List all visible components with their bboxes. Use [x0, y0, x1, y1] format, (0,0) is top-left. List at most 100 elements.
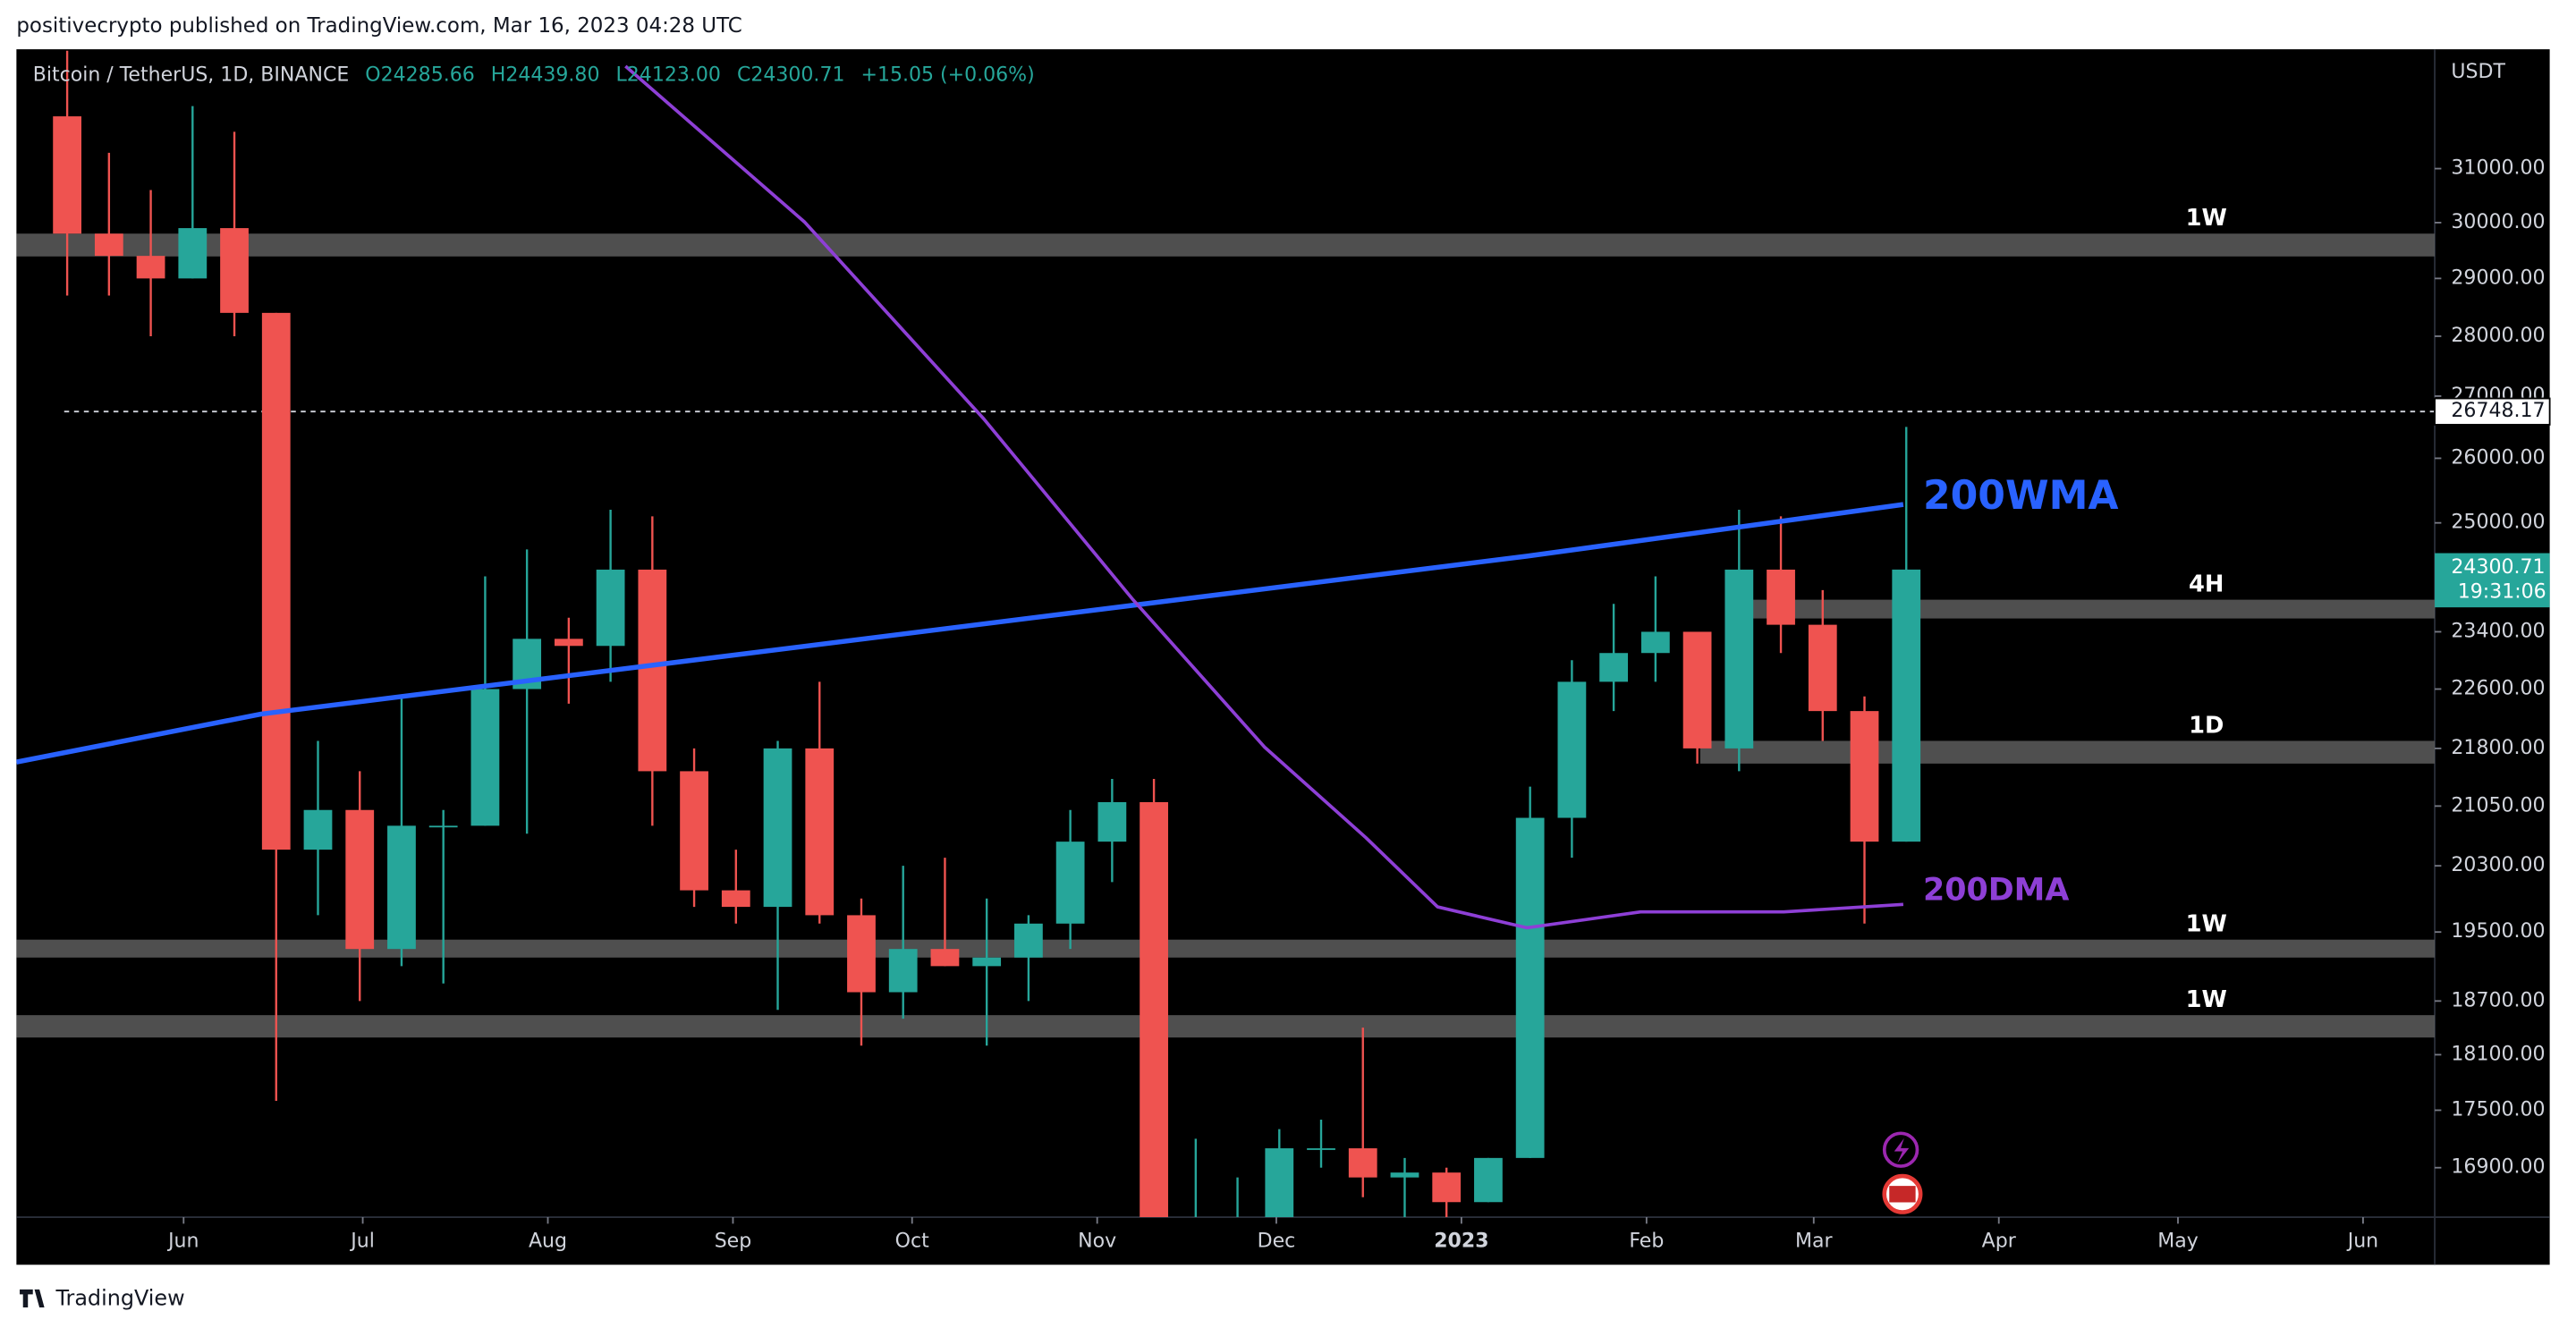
candle-body — [1223, 1217, 1252, 1218]
footer: TradingView — [55, 1285, 184, 1310]
candle-body — [972, 957, 1002, 967]
candle-body — [1808, 624, 1837, 712]
x-tick-label: Sep — [715, 1231, 752, 1253]
header: positivecrypto published on TradingView.… — [16, 14, 741, 38]
x-tick-label: Jul — [349, 1231, 375, 1253]
candle-body — [1390, 1172, 1419, 1178]
candle-body — [1055, 842, 1085, 924]
x-tick-label: Aug — [529, 1231, 567, 1253]
ohlc-low: L24123.00 — [616, 63, 721, 86]
x-tick-label: Jun — [166, 1231, 199, 1253]
candle-body — [428, 825, 458, 828]
candle-body — [178, 228, 208, 279]
candle-body — [303, 809, 333, 850]
candle-body — [220, 228, 249, 313]
candle-body — [1682, 631, 1712, 749]
symbol: Bitcoin / TetherUS, 1D, BINANCE — [33, 63, 350, 86]
x-tick-label: Apr — [1982, 1231, 2017, 1253]
candle-body — [763, 748, 792, 908]
candle-body — [1850, 711, 1879, 842]
y-tick-label: 31000.00 — [2451, 157, 2545, 180]
y-tick-label: 28000.00 — [2451, 325, 2545, 347]
y-tick-label: 19500.00 — [2451, 920, 2545, 943]
chart-bg — [16, 49, 2550, 1265]
zone — [16, 233, 2436, 257]
candle-body — [1474, 1157, 1503, 1203]
candle-body — [345, 809, 375, 950]
candle-body — [136, 256, 165, 279]
x-tick-label: Mar — [1795, 1231, 1834, 1253]
price-label-bg — [2434, 397, 2551, 426]
candle-body — [1557, 681, 1587, 818]
indicator-label: 200DMA — [1923, 873, 2069, 909]
candle-body — [554, 639, 583, 647]
candle-body — [680, 771, 708, 891]
candle-body — [387, 825, 416, 950]
y-tick-label: 17500.00 — [2451, 1098, 2545, 1121]
zone-label: 4H — [2189, 571, 2224, 598]
zone-label: 1D — [2189, 712, 2224, 739]
zone-label: 1W — [2186, 986, 2227, 1013]
candle-body — [1515, 817, 1545, 1158]
indicator-line — [624, 64, 1904, 930]
candle-body — [1599, 653, 1629, 682]
zone-label: 1W — [2186, 911, 2227, 938]
y-tick-label: 21800.00 — [2451, 737, 2545, 759]
candle-body — [470, 689, 500, 826]
price-label: 26748.17 — [2451, 400, 2545, 422]
ohlc-high: H24439.80 — [491, 63, 600, 86]
candle-body — [94, 233, 123, 257]
y-tick-label: 29000.00 — [2451, 266, 2545, 289]
zone — [1741, 599, 2436, 619]
x-tick-label: Jun — [2346, 1231, 2378, 1253]
y-tick-label: 20300.00 — [2451, 854, 2545, 876]
candle-body — [847, 915, 876, 993]
countdown: 19:31:06 — [2458, 581, 2546, 604]
zone-label: 1W — [2186, 205, 2227, 232]
candle-body — [1307, 1148, 1335, 1150]
zone — [16, 1015, 2436, 1038]
x-tick-label: May — [2157, 1231, 2199, 1253]
event-icon-bolt — [1894, 1138, 1910, 1163]
candle-body — [1140, 801, 1168, 1218]
y-tick-label: 30000.00 — [2451, 211, 2545, 233]
x-tick-label: 2023 — [1434, 1231, 1488, 1253]
candle-body — [1432, 1172, 1462, 1203]
y-tick-label: 22600.00 — [2451, 678, 2545, 700]
candle-body — [1348, 1148, 1377, 1178]
y-tick-label: 16900.00 — [2451, 1156, 2545, 1179]
candle-body — [1265, 1148, 1294, 1218]
axis-unit: USDT — [2451, 61, 2505, 83]
candle-body — [930, 949, 960, 967]
candle-body — [261, 312, 291, 850]
candle-body — [1724, 569, 1754, 749]
candle-body — [1767, 569, 1795, 625]
y-tick-label: 26000.00 — [2451, 446, 2545, 469]
x-tick-label: Feb — [1629, 1231, 1664, 1253]
ohlc-change: +15.05 (+0.06%) — [861, 63, 1035, 86]
x-tick-label: Dec — [1258, 1231, 1296, 1253]
candle-body — [888, 949, 918, 993]
candle-body — [1640, 631, 1670, 654]
ohlc-close: C24300.71 — [737, 63, 845, 86]
candle-body — [638, 569, 667, 772]
x-tick-label: Nov — [1078, 1231, 1116, 1253]
y-tick-label: 25000.00 — [2451, 512, 2545, 534]
candle-body — [596, 569, 625, 647]
flag-icon — [1889, 1186, 1916, 1203]
event-icon[interactable] — [1882, 1131, 1919, 1168]
candle-body — [1097, 801, 1127, 842]
y-tick-label: 23400.00 — [2451, 620, 2545, 642]
zone — [16, 939, 2436, 958]
candle-body — [53, 116, 81, 234]
indicator-line — [16, 502, 1904, 765]
y-tick-label: 21050.00 — [2451, 794, 2545, 816]
zone — [1699, 740, 2436, 764]
last-price: 24300.71 — [2451, 556, 2545, 579]
last-price-bg — [2435, 553, 2550, 608]
candle-body — [1014, 923, 1043, 958]
indicator-label: 200WMA — [1923, 473, 2119, 519]
legend: Bitcoin / TetherUS, 1D, BINANCE O24285.6… — [33, 63, 1035, 86]
y-tick-label: 18100.00 — [2451, 1043, 2545, 1065]
